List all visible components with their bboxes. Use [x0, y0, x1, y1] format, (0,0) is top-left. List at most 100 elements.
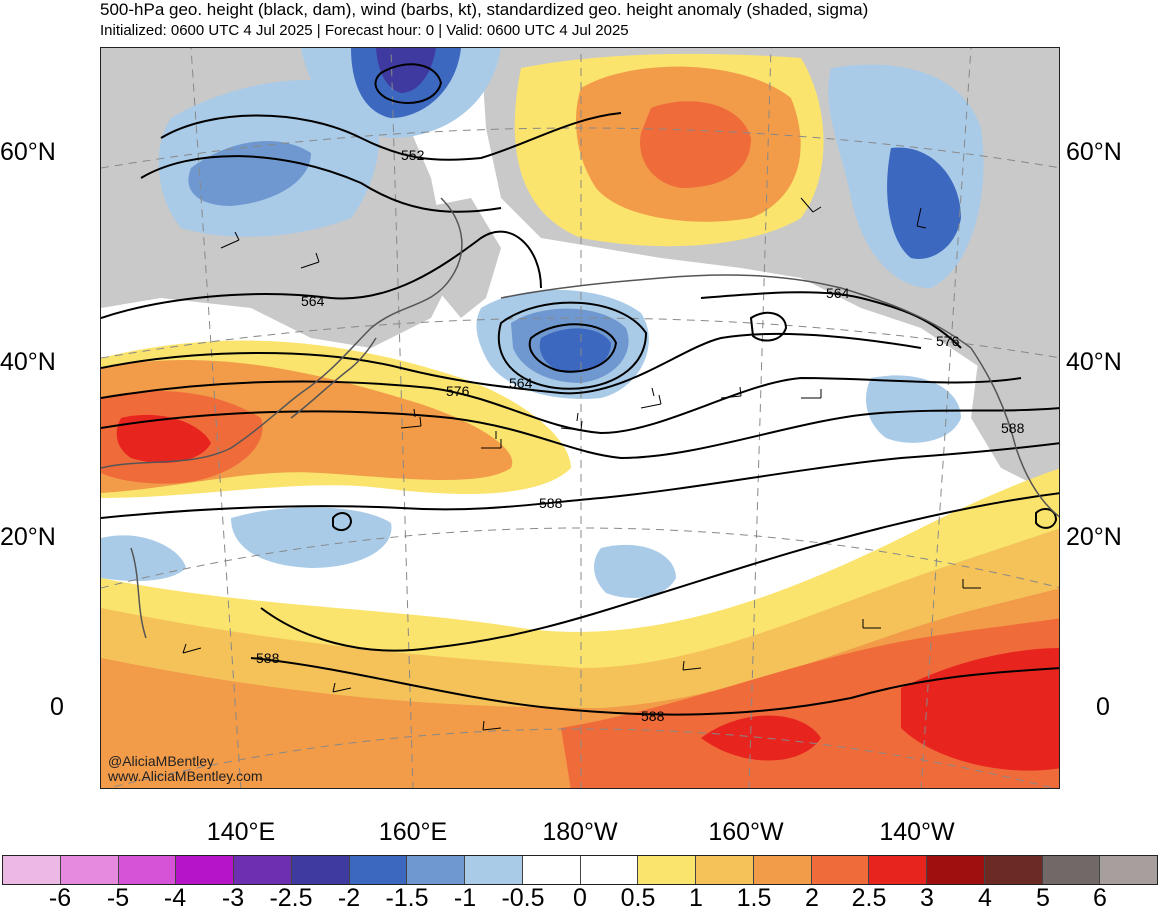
- colorbar-swatch: [234, 856, 292, 884]
- graticule: [101, 48, 1059, 788]
- contour-labels: 552 564 564 576 564 576 588 588 588 588: [256, 147, 1025, 724]
- gridline-lon-160E: [390, 48, 414, 788]
- colorbar-tick: 6: [1093, 884, 1107, 912]
- warm-anomaly-bering-core: [640, 101, 751, 188]
- wind-barb: [862, 619, 881, 629]
- contour-label-564-east: 564: [826, 285, 850, 301]
- anomaly-colorbar: [2, 855, 1158, 885]
- gridline-lat-40: [101, 317, 1059, 359]
- colorbar-tick: 3: [920, 884, 934, 912]
- coastlines: [101, 197, 1059, 639]
- colorbar-tick: 1.5: [736, 884, 772, 912]
- cool-anomaly-alaska-panhandle: [866, 375, 961, 443]
- colorbar-swatch: [638, 856, 696, 884]
- lat-label-40n-left: 40°N: [0, 348, 56, 376]
- map-canvas: 552 564 564 576 564 576 588 588 588 588: [101, 48, 1059, 788]
- colorbar-tick: 0.5: [620, 884, 656, 912]
- warm-anomaly-west-peak: [116, 414, 211, 463]
- wind-barb: [560, 412, 583, 431]
- contour-label-576-east: 576: [936, 333, 960, 349]
- contour-typhoon-east: [1035, 507, 1058, 529]
- colorbar-swatch: [291, 856, 350, 884]
- map-panel[interactable]: 552 564 564 576 564 576 588 588 588 588: [100, 47, 1060, 789]
- wind-barb: [332, 682, 352, 693]
- colorbar-swatch: [407, 856, 465, 884]
- colorbar-tick: -2: [337, 884, 361, 912]
- lon-label-140e: 140°E: [206, 818, 276, 846]
- wind-barb: [640, 387, 662, 409]
- contour-582: [101, 407, 1059, 460]
- contour-564-east: [700, 291, 962, 349]
- colorbar-swatch: [1100, 856, 1157, 884]
- colorbar-tick: -5: [106, 884, 130, 912]
- gridline-lat-0: [107, 728, 1055, 788]
- contour-closed-low-pacific-outer: [497, 301, 648, 390]
- colorbar-tick: -1: [453, 884, 477, 912]
- contour-588-south: [260, 492, 1059, 652]
- lon-label-180w: 180°W: [542, 818, 618, 846]
- colorbar-swatch: [696, 856, 754, 884]
- contour-label-576-west: 576: [446, 383, 470, 399]
- height-contours: [101, 63, 1059, 716]
- lat-label-60n-right: 60°N: [1066, 138, 1122, 166]
- wind-barb: [481, 431, 502, 449]
- wind-barb: [300, 252, 320, 269]
- wind-barb: [962, 579, 981, 589]
- lat-label-20n-left: 20°N: [0, 523, 56, 551]
- colorbar-tick: -0.5: [501, 884, 545, 912]
- colorbar-swatch: [465, 856, 523, 884]
- colorbar-tick: -1.5: [385, 884, 429, 912]
- colorbar-tick: 1: [689, 884, 703, 912]
- contour-closed-low-okhotsk: [374, 63, 443, 104]
- contour-label-588-west: 588: [256, 650, 280, 666]
- lat-label-eq-right: 0: [1096, 693, 1110, 721]
- cool-anomaly-pacific-low-core: [539, 328, 611, 373]
- cool-anomaly-typhoon-west: [101, 535, 186, 581]
- colorbar-swatch: [349, 856, 408, 884]
- coast-asia: [101, 197, 463, 469]
- contour-552: [160, 112, 622, 161]
- wind-barb: [720, 386, 742, 399]
- map-subtitle: Initialized: 0600 UTC 4 Jul 2025 | Forec…: [100, 22, 629, 39]
- gridline-lat-20: [101, 527, 1059, 589]
- colorbar-tick: -3: [221, 884, 245, 912]
- colorbar-swatch: [927, 856, 985, 884]
- wind-barb: [916, 207, 927, 229]
- contour-closed-high-east: [749, 311, 788, 342]
- contour-label-564-pacific: 564: [509, 375, 533, 391]
- colorbar-swatch: [118, 856, 177, 884]
- contour-588-equator: [250, 657, 1059, 716]
- contour-576: [101, 376, 1022, 435]
- wind-barb: [400, 408, 422, 429]
- contour-label-564-west: 564: [301, 293, 325, 309]
- gridline-lon-160W: [748, 48, 772, 788]
- contour-typhoon: [332, 512, 353, 532]
- colorbar-swatch: [753, 856, 812, 884]
- colorbar-swatch: [3, 856, 61, 884]
- gridline-lon-140E: [190, 48, 242, 788]
- wind-barb: [482, 720, 502, 731]
- contour-label-552: 552: [401, 147, 425, 163]
- credit-handle: @AliciaMBentley: [108, 753, 215, 769]
- colorbar-swatch: [580, 856, 639, 884]
- gridline-lon-140W: [920, 48, 972, 788]
- lon-label-160w: 160°W: [708, 818, 784, 846]
- colorbar-tick: -6: [48, 884, 72, 912]
- wind-barb: [682, 660, 702, 671]
- contour-closed-low-pacific: [528, 323, 618, 373]
- wind-barb: [800, 197, 822, 213]
- wind-barb: [801, 389, 822, 399]
- lat-label-40n-right: 40°N: [1066, 348, 1122, 376]
- lon-label-140w: 140°W: [879, 818, 955, 846]
- contour-label-588-central: 588: [539, 495, 563, 511]
- wind-barb: [220, 231, 240, 249]
- colorbar-swatch: [1042, 856, 1101, 884]
- lat-label-60n-left: 60°N: [0, 138, 56, 166]
- colorbar-tick: 4: [978, 884, 992, 912]
- colorbar-tick: 2.5: [851, 884, 887, 912]
- colorbar-swatch: [60, 856, 119, 884]
- contour-label-588-south: 588: [641, 708, 665, 724]
- wind-barbs: [182, 197, 981, 731]
- lat-label-eq-left: 0: [50, 693, 64, 721]
- cool-anomaly-hawaii: [594, 544, 676, 598]
